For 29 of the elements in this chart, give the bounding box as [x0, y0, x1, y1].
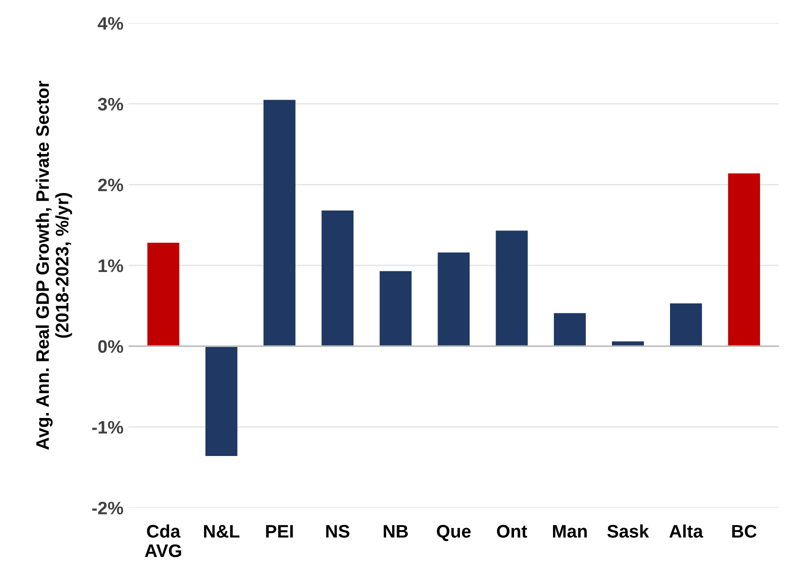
bar	[380, 271, 412, 346]
y-tick-label: -1%	[92, 420, 124, 434]
bar	[728, 173, 760, 346]
bar	[496, 230, 528, 346]
y-tick-label: 3%	[98, 98, 124, 111]
bar	[670, 303, 702, 346]
y-axis-title: Avg. Ann. Real GDP Growth, Private Sector (2018-2023, %/yr)	[36, 80, 72, 450]
x-tick-label: NS	[326, 524, 350, 538]
x-tick-label: Man	[552, 525, 587, 538]
bar	[205, 346, 238, 456]
x-tick-label: Que	[436, 524, 471, 542]
bar	[147, 242, 180, 346]
x-tick-label: N&L	[204, 525, 240, 538]
x-tick-label: Ont	[496, 524, 528, 538]
bar	[264, 100, 296, 346]
bar	[438, 252, 470, 346]
x-tick-label: PEI	[266, 525, 293, 538]
y-tick-label: 2%	[98, 178, 124, 192]
bar	[554, 313, 586, 346]
x-tick-label: Cda AVG	[144, 524, 182, 558]
y-tick-label: 0%	[98, 340, 124, 353]
x-tick-label: Sask	[607, 524, 650, 538]
x-tick-label: Alta	[669, 524, 704, 538]
y-tick-label: 1%	[98, 259, 124, 272]
y-tick-label: -2%	[92, 502, 124, 514]
x-tick-label: BC	[732, 524, 757, 538]
x-tick-label: NB	[384, 525, 408, 538]
bar	[322, 210, 354, 346]
y-tick-label: 4%	[98, 17, 124, 30]
